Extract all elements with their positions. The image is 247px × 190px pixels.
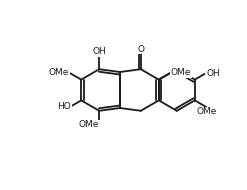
Text: OMe: OMe (79, 120, 99, 129)
Text: O: O (137, 45, 144, 54)
Text: OMe: OMe (171, 68, 191, 77)
Text: HO: HO (57, 102, 71, 111)
Text: OMe: OMe (49, 68, 69, 77)
Text: OMe: OMe (197, 107, 217, 116)
Text: OH: OH (92, 47, 106, 56)
Text: OH: OH (206, 69, 220, 78)
